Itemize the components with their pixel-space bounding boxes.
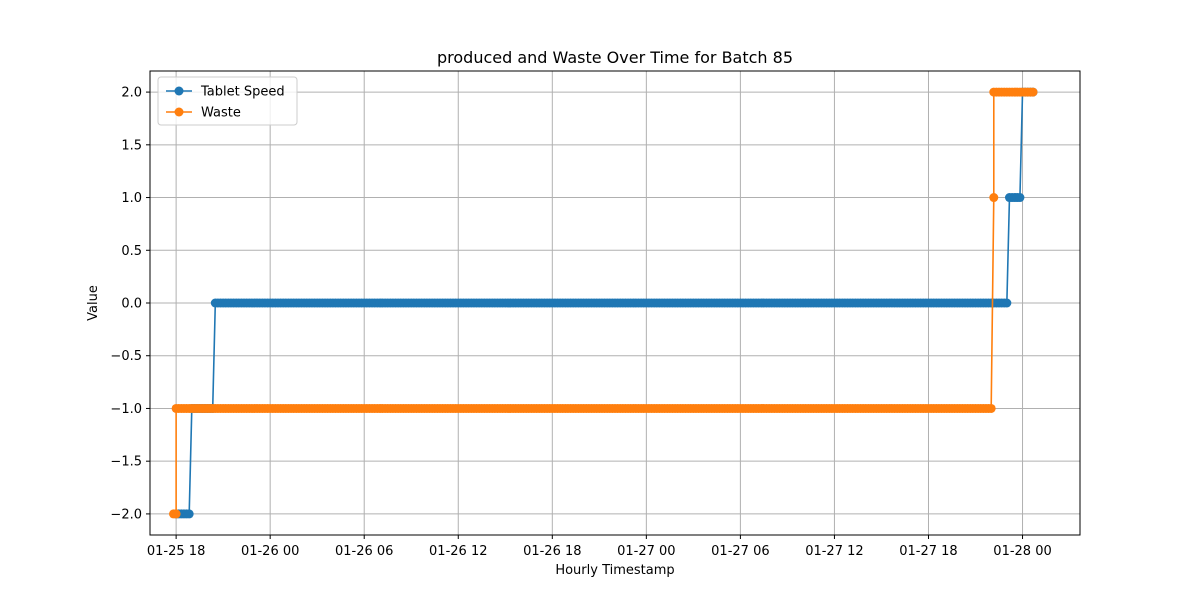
- y-tick-label: 2.0: [121, 86, 142, 101]
- legend-label: Waste: [201, 106, 241, 121]
- y-tick-label: −0.5: [110, 349, 142, 364]
- y-tick-label: 1.5: [121, 138, 142, 153]
- x-axis-label: Hourly Timestamp: [555, 563, 674, 578]
- x-tick-label: 01-26 06: [335, 544, 393, 559]
- data-point: [1002, 298, 1012, 308]
- chart-title: produced and Waste Over Time for Batch 8…: [437, 48, 793, 67]
- x-tick-label: 01-26 18: [523, 544, 581, 559]
- data-point: [986, 403, 996, 413]
- x-tick-label: 01-27 18: [899, 544, 957, 559]
- data-point: [1015, 193, 1025, 203]
- series-layer: [169, 87, 1038, 519]
- x-axis-ticks: 01-25 18 01-26 00 01-26 06 01-26 12 01-26 18…: [147, 535, 1052, 559]
- y-tick-label: −1.0: [110, 402, 142, 417]
- series-tablet-speed: [171, 87, 1038, 519]
- data-point: [171, 509, 181, 519]
- x-tick-label: 01-26 00: [241, 544, 299, 559]
- x-tick-label: 01-25 18: [147, 544, 205, 559]
- data-point: [989, 193, 999, 203]
- y-tick-label: −1.5: [110, 455, 142, 470]
- y-tick-label: −2.0: [110, 507, 142, 522]
- y-tick-label: 0.0: [121, 297, 142, 312]
- legend-box: [157, 76, 298, 126]
- y-tick-label: 1.0: [121, 191, 142, 206]
- y-axis-label: Value: [86, 285, 101, 321]
- legend: Tablet Speed Waste: [157, 76, 298, 126]
- legend-label: Tablet Speed: [200, 85, 285, 100]
- legend-item: Waste: [166, 106, 241, 121]
- x-tick-label: 01-28 00: [993, 544, 1051, 559]
- y-tick-label: 0.5: [121, 244, 142, 259]
- y-axis-ticks: −2.0 −1.5 −1.0 −0.5 0.0 0.5 1.0 1.5 2.0: [110, 86, 150, 522]
- legend-items: Tablet Speed Waste: [166, 85, 285, 121]
- series-waste: [169, 87, 1038, 519]
- x-tick-label: 01-27 06: [711, 544, 769, 559]
- legend-swatch-marker: [174, 107, 184, 117]
- x-tick-label: 01-27 12: [805, 544, 863, 559]
- x-tick-label: 01-26 12: [429, 544, 487, 559]
- legend-swatch-marker: [174, 86, 184, 96]
- data-point: [1028, 87, 1038, 97]
- data-point: [184, 509, 194, 519]
- legend-item: Tablet Speed: [166, 85, 285, 100]
- x-tick-label: 01-27 00: [617, 544, 675, 559]
